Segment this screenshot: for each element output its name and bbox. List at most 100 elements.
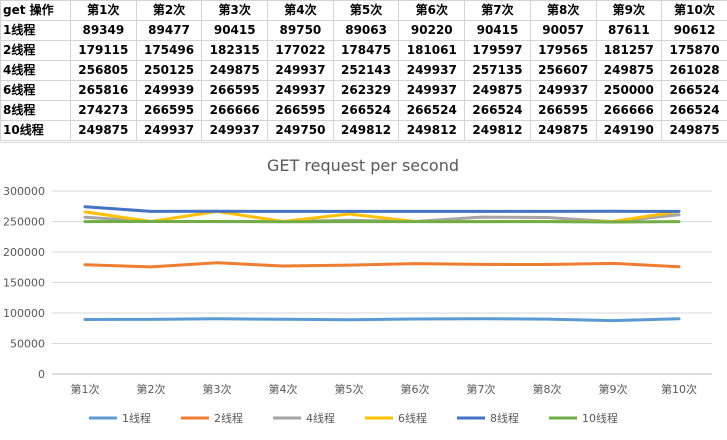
table-cell[interactable]: 256607 bbox=[530, 61, 596, 81]
x-tick-label: 第9次 bbox=[599, 382, 628, 396]
row-label[interactable]: 10线程 bbox=[1, 121, 71, 141]
x-tick-label: 第3次 bbox=[203, 382, 232, 396]
table-cell[interactable]: 249937 bbox=[202, 121, 268, 141]
table-cell[interactable]: 261028 bbox=[662, 61, 727, 81]
series-line-5[interactable] bbox=[85, 207, 679, 212]
x-tick-label: 第8次 bbox=[533, 382, 562, 396]
table-cell[interactable]: 250125 bbox=[136, 61, 202, 81]
row-label[interactable]: 4线程 bbox=[1, 61, 71, 81]
table-cell[interactable]: 90612 bbox=[662, 21, 727, 41]
y-tick-label: 250000 bbox=[3, 216, 45, 229]
table-cell[interactable]: 262329 bbox=[333, 81, 399, 101]
table-cell[interactable]: 249937 bbox=[399, 61, 465, 81]
x-tick-label: 第6次 bbox=[401, 382, 430, 396]
table-cell[interactable]: 87611 bbox=[596, 21, 662, 41]
x-tick-label: 第1次 bbox=[71, 382, 100, 396]
table-cell[interactable]: 90415 bbox=[465, 21, 531, 41]
table-cell[interactable]: 179597 bbox=[465, 41, 531, 61]
series-line-2[interactable] bbox=[85, 263, 679, 267]
table-cell[interactable]: 249937 bbox=[530, 81, 596, 101]
table-cell[interactable]: 90220 bbox=[399, 21, 465, 41]
table-cell[interactable]: 249875 bbox=[71, 121, 137, 141]
table-cell[interactable]: 89477 bbox=[136, 21, 202, 41]
line-chart: GET request per second050000100000150000… bbox=[0, 143, 727, 440]
column-header[interactable]: 第8次 bbox=[530, 1, 596, 21]
table-cell[interactable]: 249937 bbox=[136, 121, 202, 141]
table-cell[interactable]: 89349 bbox=[71, 21, 137, 41]
table-cell[interactable]: 266666 bbox=[202, 101, 268, 121]
row-label[interactable]: 1线程 bbox=[1, 21, 71, 41]
series-line-6[interactable] bbox=[85, 222, 679, 223]
table-cell[interactable]: 89063 bbox=[333, 21, 399, 41]
table-cell[interactable]: 89750 bbox=[268, 21, 334, 41]
table-cell[interactable]: 266595 bbox=[136, 101, 202, 121]
row-label[interactable]: 6线程 bbox=[1, 81, 71, 101]
table-cell[interactable]: 177022 bbox=[268, 41, 334, 61]
y-tick-label: 200000 bbox=[3, 246, 45, 259]
series-line-1[interactable] bbox=[85, 319, 679, 321]
table-cell[interactable]: 182315 bbox=[202, 41, 268, 61]
table-cell[interactable]: 181061 bbox=[399, 41, 465, 61]
x-tick-label: 第7次 bbox=[467, 382, 496, 396]
column-header[interactable]: 第9次 bbox=[596, 1, 662, 21]
table-cell[interactable]: 175870 bbox=[662, 41, 727, 61]
table-cell[interactable]: 266595 bbox=[202, 81, 268, 101]
table-cell[interactable]: 249937 bbox=[268, 61, 334, 81]
table-cell[interactable]: 266524 bbox=[465, 101, 531, 121]
table-cell[interactable]: 256805 bbox=[71, 61, 137, 81]
table-cell[interactable]: 179115 bbox=[71, 41, 137, 61]
table-cell[interactable]: 249875 bbox=[202, 61, 268, 81]
y-tick-label: 150000 bbox=[3, 277, 45, 290]
table-cell[interactable]: 266524 bbox=[662, 101, 727, 121]
table-cell[interactable]: 266524 bbox=[399, 101, 465, 121]
row-label[interactable]: 8线程 bbox=[1, 101, 71, 121]
table-cell[interactable]: 249812 bbox=[399, 121, 465, 141]
table-cell[interactable]: 250000 bbox=[596, 81, 662, 101]
table-cell[interactable]: 90415 bbox=[202, 21, 268, 41]
table-cell[interactable]: 266595 bbox=[268, 101, 334, 121]
row-label[interactable]: 2线程 bbox=[1, 41, 71, 61]
column-header[interactable]: 第5次 bbox=[333, 1, 399, 21]
table-cell[interactable]: 265816 bbox=[71, 81, 137, 101]
table-cell[interactable]: 266595 bbox=[530, 101, 596, 121]
column-header[interactable]: 第4次 bbox=[268, 1, 334, 21]
table-cell[interactable]: 249875 bbox=[530, 121, 596, 141]
table-cell[interactable]: 249875 bbox=[662, 121, 727, 141]
table-cell[interactable]: 249750 bbox=[268, 121, 334, 141]
table-cell[interactable]: 178475 bbox=[333, 41, 399, 61]
table-cell[interactable]: 249812 bbox=[333, 121, 399, 141]
table-cell[interactable]: 266666 bbox=[596, 101, 662, 121]
column-header[interactable]: 第3次 bbox=[202, 1, 268, 21]
table-cell[interactable]: 249937 bbox=[268, 81, 334, 101]
legend-label: 2线程 bbox=[214, 411, 243, 425]
column-header[interactable]: 第10次 bbox=[662, 1, 727, 21]
table-cell[interactable]: 257135 bbox=[465, 61, 531, 81]
table-cell[interactable]: 252143 bbox=[333, 61, 399, 81]
legend-label: 6线程 bbox=[398, 411, 427, 425]
x-tick-label: 第10次 bbox=[661, 382, 697, 396]
table-cell[interactable]: 249812 bbox=[465, 121, 531, 141]
table-cell[interactable]: 249937 bbox=[399, 81, 465, 101]
table-cell[interactable]: 249875 bbox=[465, 81, 531, 101]
table-cell[interactable]: 274273 bbox=[71, 101, 137, 121]
column-header[interactable]: 第6次 bbox=[399, 1, 465, 21]
table-cell[interactable]: 181257 bbox=[596, 41, 662, 61]
table-cell[interactable]: 249939 bbox=[136, 81, 202, 101]
table-cell[interactable]: 249190 bbox=[596, 121, 662, 141]
table-cell[interactable]: 90057 bbox=[530, 21, 596, 41]
table-cell[interactable]: 175496 bbox=[136, 41, 202, 61]
column-header[interactable]: 第1次 bbox=[71, 1, 137, 21]
column-header[interactable]: 第2次 bbox=[136, 1, 202, 21]
table-cell[interactable]: 249875 bbox=[596, 61, 662, 81]
legend-label: 4线程 bbox=[306, 411, 335, 425]
chart-title: GET request per second bbox=[267, 156, 459, 175]
corner-cell[interactable]: get 操作 bbox=[1, 1, 71, 21]
table-cell[interactable]: 266524 bbox=[662, 81, 727, 101]
table-cell[interactable]: 179565 bbox=[530, 41, 596, 61]
column-header[interactable]: 第7次 bbox=[465, 1, 531, 21]
table-cell[interactable]: 266524 bbox=[333, 101, 399, 121]
